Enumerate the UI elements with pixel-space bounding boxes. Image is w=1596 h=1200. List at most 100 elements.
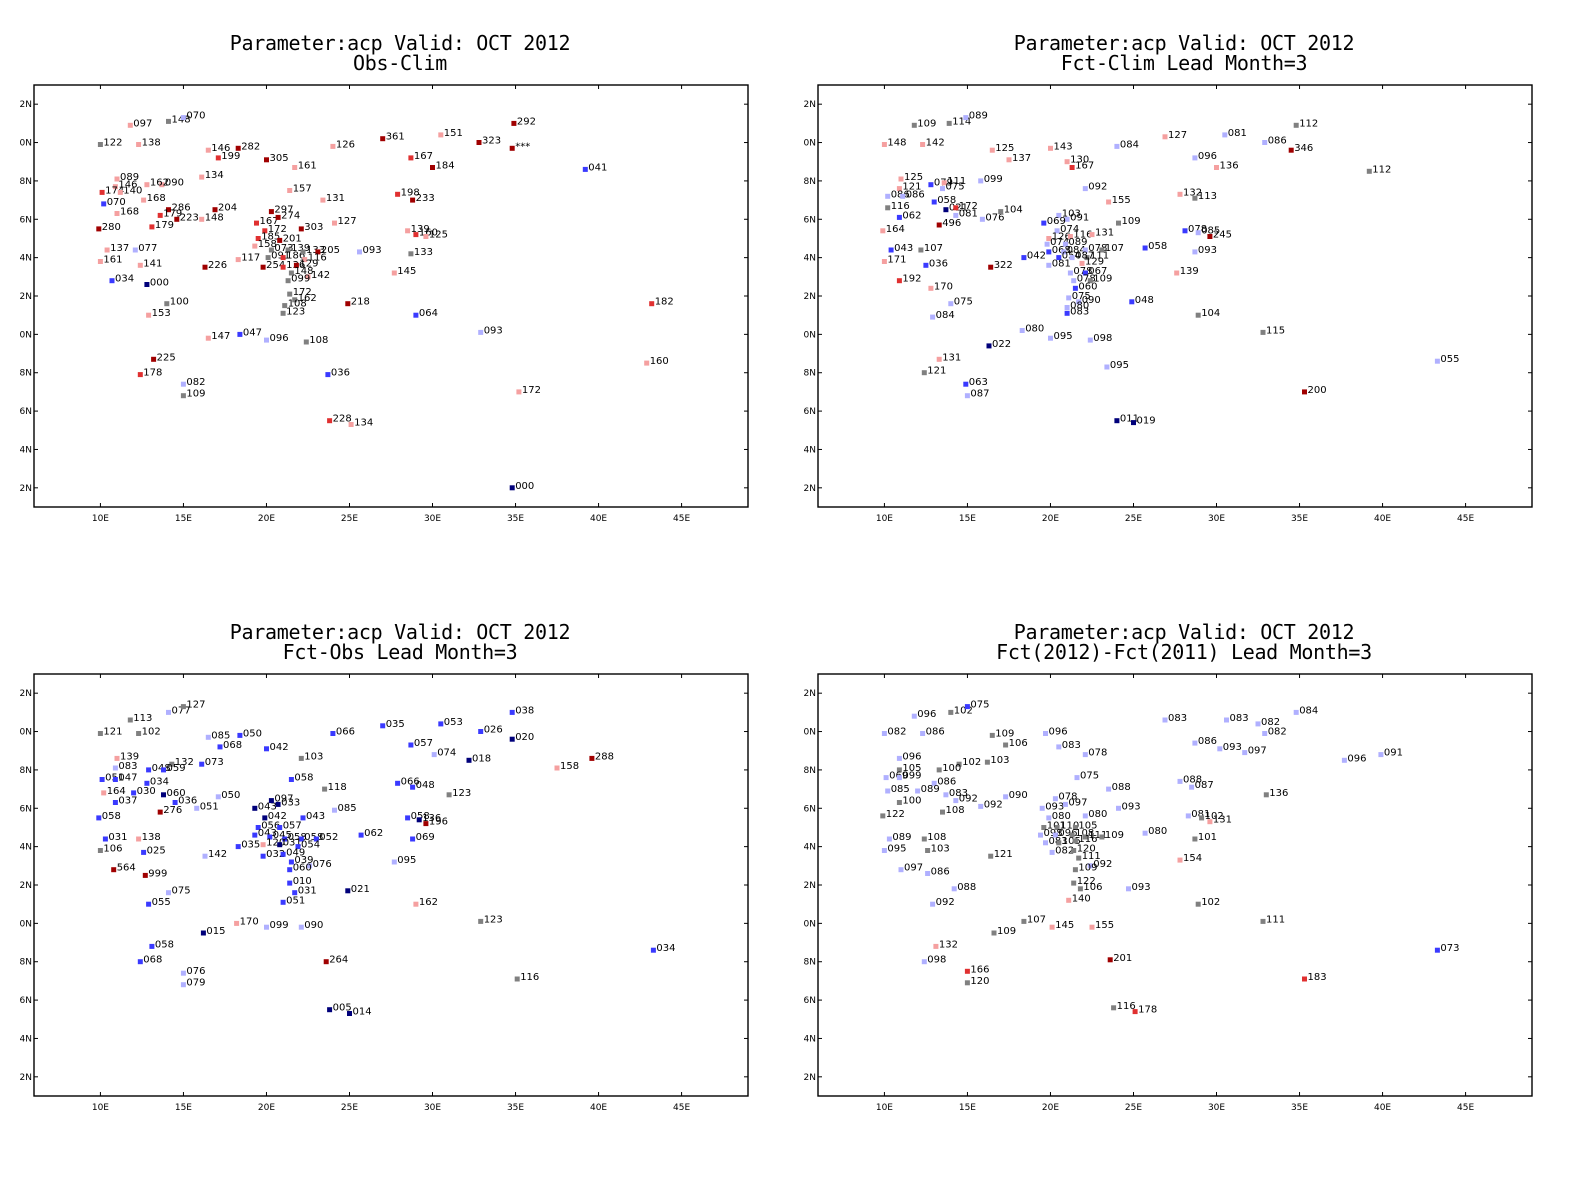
station: 102	[1199, 811, 1224, 822]
station-marker	[991, 930, 997, 936]
station: 496	[936, 218, 961, 229]
station: 034	[144, 776, 169, 787]
station-label: 116	[308, 253, 327, 264]
station-marker	[896, 214, 902, 220]
station: 042	[264, 742, 289, 753]
station-label: 049	[286, 847, 305, 858]
station-label: 082	[1055, 845, 1074, 856]
station-marker	[161, 792, 166, 798]
station-marker	[1089, 232, 1095, 238]
station-label: 113	[133, 713, 152, 724]
station-marker	[408, 251, 414, 257]
station-marker	[1195, 901, 1201, 907]
station: 286	[166, 203, 191, 214]
station-label: 081	[1191, 809, 1210, 820]
station-label: 080	[1025, 324, 1044, 335]
station: 132	[169, 757, 194, 768]
lon-tick-label: 35E	[507, 1103, 524, 1113]
station-label: 164	[886, 224, 905, 235]
station-label: ***	[515, 141, 530, 152]
station-label: 074	[1060, 224, 1079, 235]
station-marker	[1242, 750, 1248, 756]
station-marker	[260, 853, 266, 859]
station-label: 167	[260, 216, 279, 227]
station-label: 058	[294, 773, 313, 784]
station: 145	[391, 266, 416, 277]
station-label: 076	[313, 859, 332, 870]
station-label: 120	[970, 976, 989, 987]
lon-tick-label: 25E	[341, 514, 358, 524]
station-marker	[964, 704, 970, 710]
station-label: 102	[1205, 811, 1224, 822]
station: 015	[200, 926, 225, 937]
station-marker	[1062, 241, 1068, 247]
station: 073	[268, 243, 293, 254]
lon-tick-label: 20E	[258, 514, 275, 524]
station-marker	[114, 211, 120, 216]
station-marker	[925, 871, 931, 876]
station: 274	[275, 210, 300, 221]
station-marker	[1104, 364, 1110, 370]
station-marker	[898, 176, 904, 182]
station: 082	[180, 377, 205, 388]
station-label: 125	[904, 172, 923, 183]
station-marker	[951, 886, 957, 892]
station-label: 005	[333, 1003, 352, 1014]
station: 095	[1048, 331, 1073, 342]
station-marker	[408, 742, 414, 748]
station-label: 111	[1088, 830, 1107, 841]
lat-tick-label: 46N	[804, 804, 816, 814]
station-label: 245	[1213, 230, 1232, 241]
station-label: 054	[301, 840, 320, 851]
station-marker	[1041, 220, 1047, 226]
station-marker	[896, 767, 902, 773]
station-marker	[1132, 1009, 1138, 1015]
station-marker	[979, 216, 985, 222]
station-label: 086	[1268, 136, 1287, 147]
station-label: 067	[1088, 266, 1107, 277]
station: 121	[97, 727, 122, 738]
station-marker	[268, 247, 274, 253]
station-marker	[1066, 295, 1072, 301]
station-label: 058	[411, 811, 430, 822]
station-label: 107	[1027, 914, 1046, 925]
station-marker	[998, 209, 1004, 215]
station-label: 139	[411, 224, 430, 235]
station-marker	[264, 746, 269, 752]
station-marker	[978, 803, 984, 809]
station-label: 218	[351, 297, 370, 308]
station-label: 118	[328, 782, 347, 793]
station: 073	[199, 757, 224, 768]
station-marker	[936, 356, 942, 362]
station-marker	[1041, 825, 1047, 830]
station: 078	[1082, 243, 1107, 254]
station-marker	[280, 264, 286, 270]
lon-tick-label: 15E	[959, 1103, 976, 1113]
station-label: 082	[887, 727, 906, 738]
station: 093	[1217, 742, 1242, 753]
station-marker	[896, 186, 902, 192]
station-label: 132	[939, 939, 958, 950]
station-label: 120	[1077, 844, 1096, 855]
station: 111	[1084, 251, 1109, 262]
station: 074	[1054, 224, 1079, 235]
station-label: 286	[172, 203, 191, 214]
station: 303	[298, 222, 323, 233]
station-marker	[332, 220, 337, 226]
station-label: 034	[150, 776, 169, 787]
station: 112	[1366, 164, 1391, 175]
station-marker	[650, 947, 656, 953]
station-marker	[1099, 247, 1105, 253]
station-marker	[141, 849, 147, 855]
station: 138	[136, 832, 161, 843]
station-marker	[102, 836, 108, 842]
station: 130	[1064, 155, 1089, 166]
station-marker	[1043, 731, 1048, 736]
station-label: 091	[1384, 748, 1403, 759]
station-marker	[918, 247, 924, 253]
station-marker	[174, 216, 180, 222]
station-label: 030	[137, 786, 156, 797]
station: 062	[896, 210, 921, 221]
station: 095	[391, 855, 416, 866]
station: 067	[1082, 266, 1107, 277]
